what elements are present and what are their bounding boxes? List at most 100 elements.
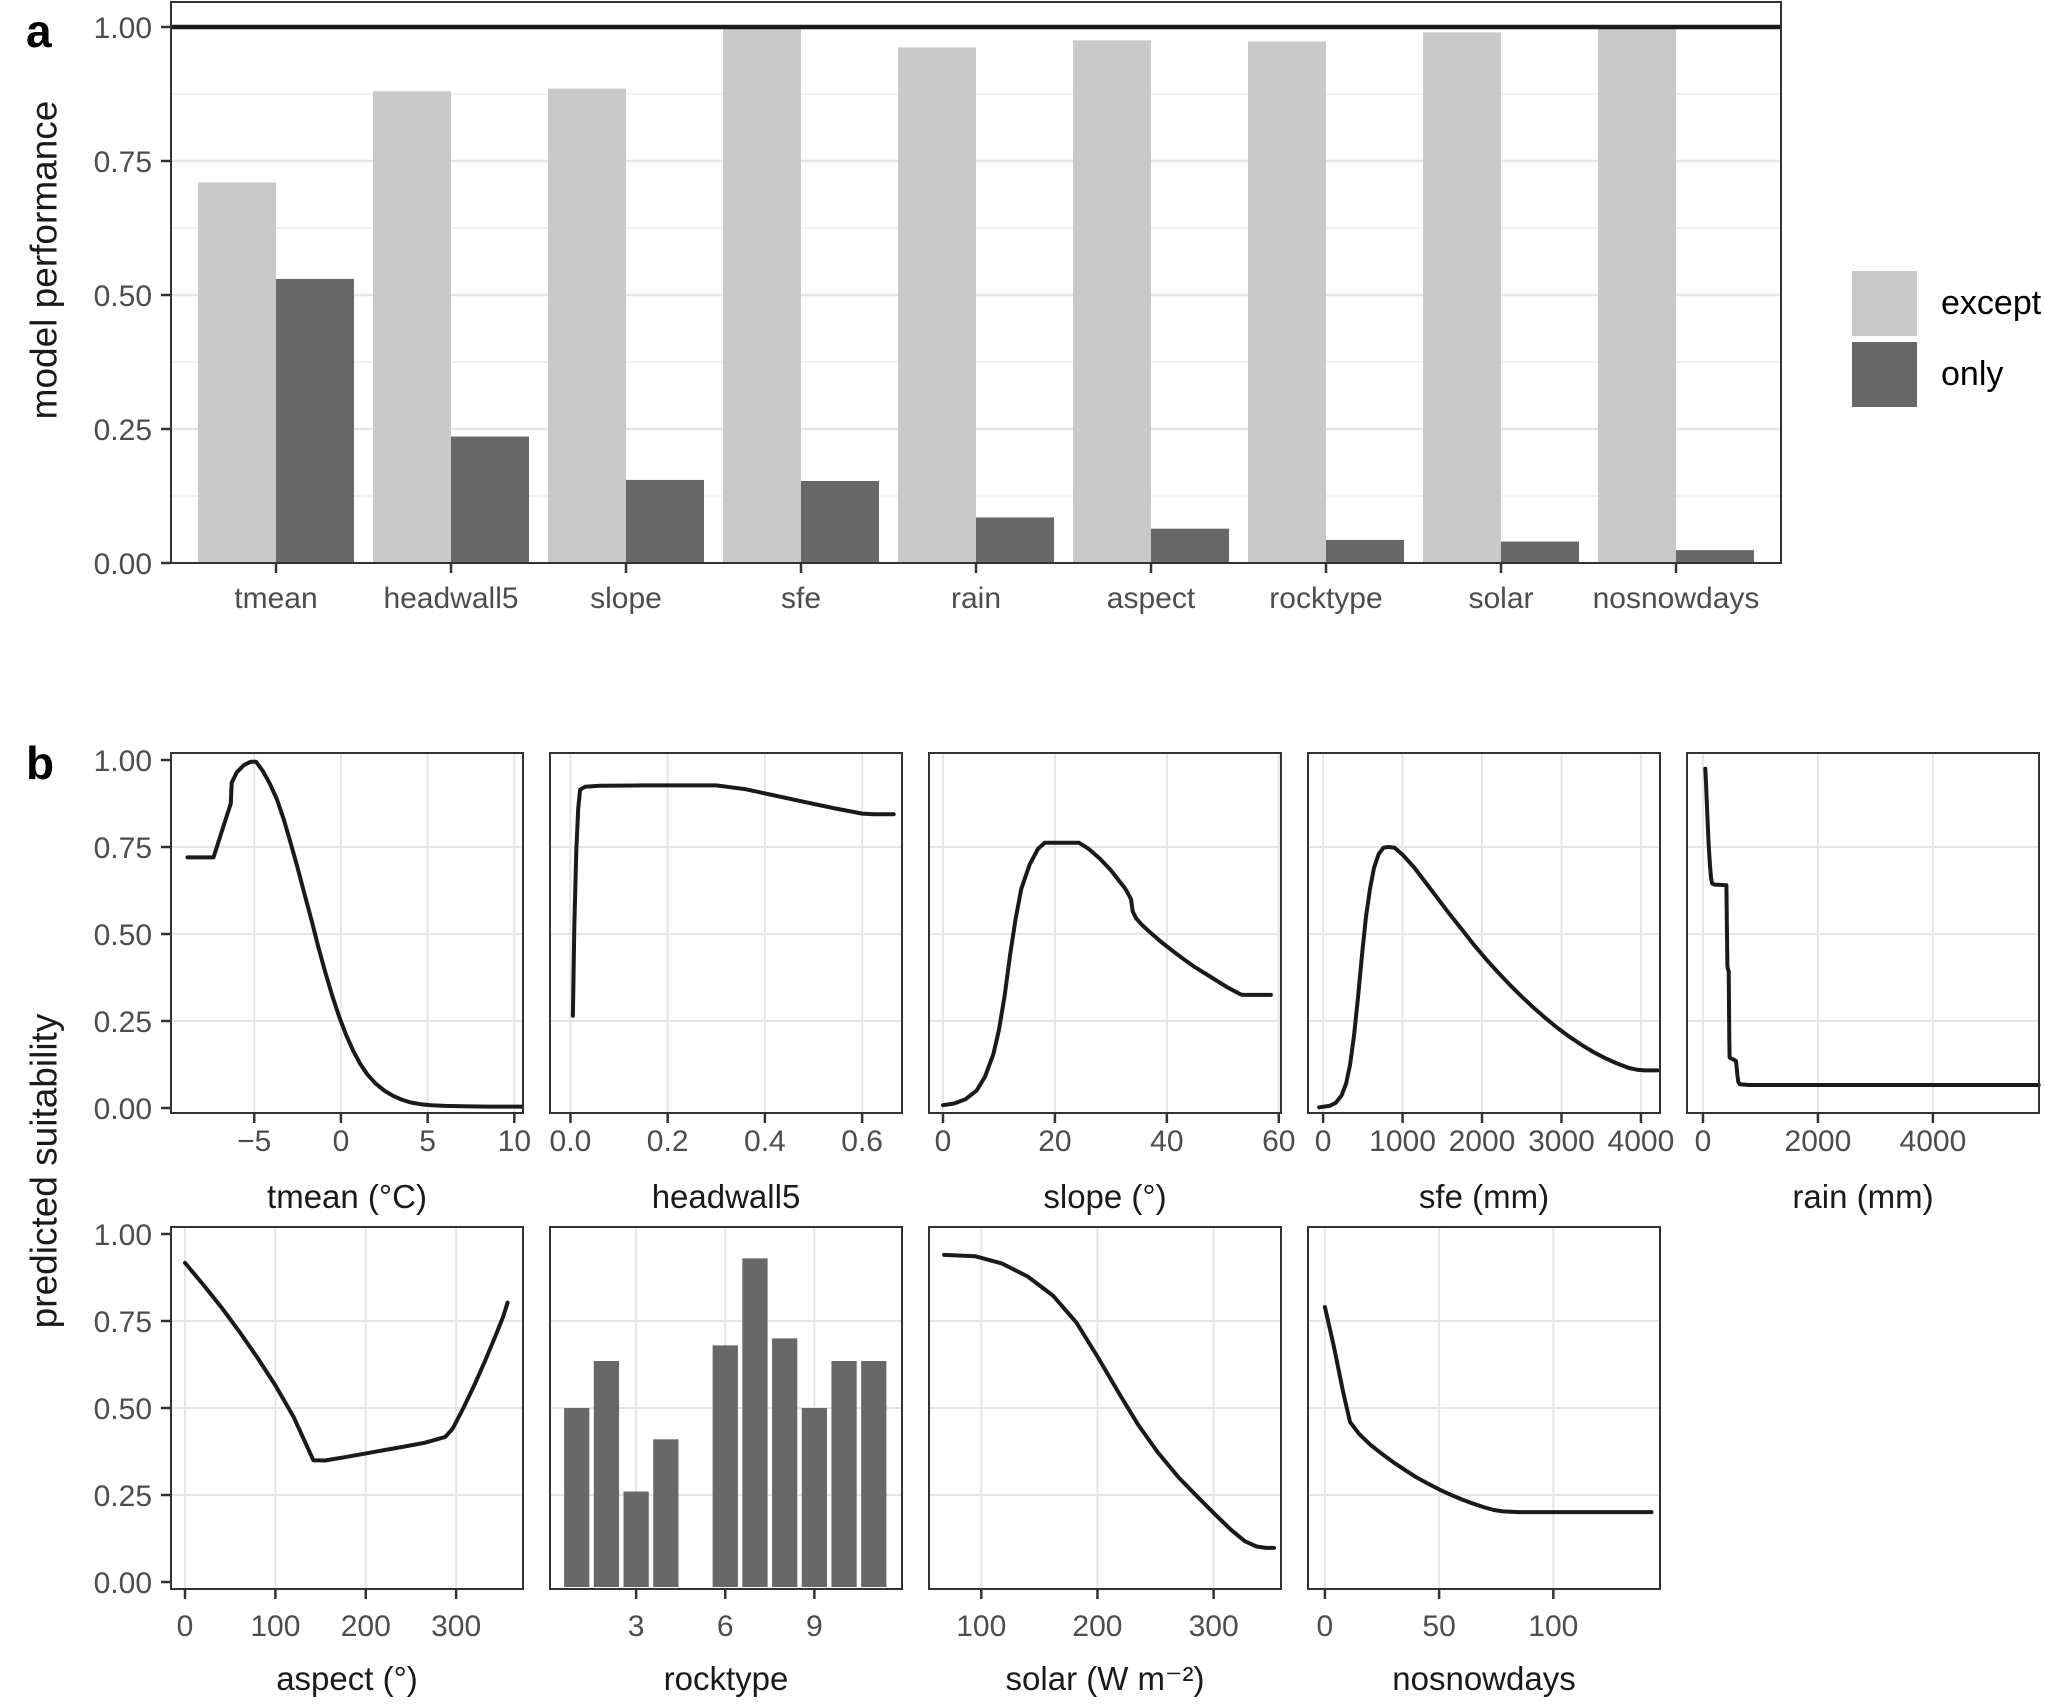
- subplot-border-headwall5: [549, 752, 903, 1114]
- bar-except-solar: [1423, 32, 1501, 564]
- svg-text:0: 0: [333, 1125, 350, 1158]
- svg-text:300: 300: [1189, 1610, 1239, 1643]
- bar-rocktype-11: [861, 1361, 887, 1587]
- svg-text:headwall5: headwall5: [383, 582, 518, 615]
- svg-text:10: 10: [498, 1125, 531, 1158]
- svg-text:20: 20: [1038, 1125, 1071, 1158]
- bar-group-aspect: [1073, 40, 1229, 563]
- curve-nosnowdays: [1322, 1305, 1654, 1515]
- svg-text:300: 300: [431, 1610, 481, 1643]
- bar-except-aspect: [1073, 40, 1151, 563]
- svg-text:aspect (°): aspect (°): [276, 1660, 418, 1697]
- subplot-border-solar: [928, 1226, 1282, 1590]
- subplot-border-rain: [1686, 752, 2040, 1114]
- only-swatch: [1852, 342, 1917, 407]
- svg-text:1.00: 1.00: [94, 12, 152, 45]
- svg-text:solar: solar: [1468, 582, 1533, 615]
- svg-text:60: 60: [1262, 1125, 1295, 1158]
- svg-text:1.00: 1.00: [94, 745, 152, 778]
- bar-except-sfe: [723, 27, 801, 563]
- svg-text:6: 6: [717, 1610, 734, 1643]
- panel-a-label: a: [26, 5, 52, 57]
- bar-only-tmean: [276, 278, 354, 563]
- panel-a-border: [170, 1, 1782, 564]
- svg-text:0: 0: [177, 1610, 194, 1643]
- bar-group-rocktype: [1248, 41, 1404, 564]
- bar-rocktype-10: [831, 1361, 857, 1587]
- subplot-rocktype: 3 6 9 rocktype: [549, 1226, 903, 1697]
- svg-text:5: 5: [419, 1125, 436, 1158]
- bar-group-slope: [548, 88, 704, 563]
- svg-text:0: 0: [1317, 1610, 1334, 1643]
- bar-rocktype-8: [772, 1338, 798, 1587]
- svg-text:0.2: 0.2: [647, 1125, 689, 1158]
- subplot-nosnowdays: 0 50 100 nosnowdays: [1307, 1226, 1661, 1697]
- svg-text:50: 50: [1422, 1610, 1455, 1643]
- legend-label-except: except: [1941, 284, 2042, 322]
- svg-text:nosnowdays: nosnowdays: [1593, 582, 1760, 615]
- curve-headwall5: [570, 783, 896, 1018]
- svg-text:nosnowdays: nosnowdays: [1392, 1660, 1575, 1697]
- subplot-border-slope: [928, 752, 1282, 1114]
- svg-text:slope: slope: [590, 582, 662, 615]
- except-swatch: [1852, 271, 1917, 336]
- subplot-slope: 0 20 40 60 slope (°): [928, 752, 1295, 1215]
- bar-group-rain: [898, 47, 1054, 564]
- subplot-rain: 0 2000 4000 rain (mm): [1686, 752, 2041, 1215]
- svg-text:9: 9: [806, 1610, 823, 1643]
- svg-text:sfe: sfe: [781, 582, 821, 615]
- svg-text:rain (mm): rain (mm): [1792, 1178, 1933, 1215]
- legend-item-except: except: [1852, 271, 2041, 336]
- svg-text:0: 0: [1695, 1125, 1712, 1158]
- svg-text:1000: 1000: [1369, 1125, 1436, 1158]
- bar-only-rain: [976, 517, 1054, 563]
- svg-text:100: 100: [956, 1610, 1006, 1643]
- svg-text:0.25: 0.25: [94, 414, 152, 447]
- svg-text:−5: −5: [237, 1125, 271, 1158]
- svg-text:headwall5: headwall5: [652, 1178, 801, 1215]
- svg-text:sfe (mm): sfe (mm): [1419, 1178, 1549, 1215]
- svg-text:200: 200: [341, 1610, 391, 1643]
- svg-text:solar (W m⁻²): solar (W m⁻²): [1006, 1660, 1205, 1697]
- svg-text:aspect: aspect: [1107, 582, 1196, 615]
- subplot-headwall5: 0.0 0.2 0.4 0.6 headwall5: [549, 752, 903, 1215]
- bar-only-sfe: [801, 480, 879, 563]
- bar-only-slope: [626, 479, 704, 563]
- panel-b-label: b: [26, 737, 55, 789]
- model-performance-bar-chart: tmean headwall5 slope sfe rain aspect rocktype…: [94, 1, 1782, 615]
- bar-rocktype-7: [742, 1258, 768, 1587]
- curve-rain: [1703, 766, 2041, 1087]
- bar-only-aspect: [1151, 528, 1229, 563]
- bar-except-tmean: [198, 182, 276, 563]
- bar-only-headwall5: [451, 436, 529, 563]
- curve-aspect: [183, 1260, 510, 1463]
- bar-except-headwall5: [373, 91, 451, 563]
- svg-text:2000: 2000: [1449, 1125, 1516, 1158]
- curve-solar: [942, 1252, 1276, 1550]
- svg-text:0.25: 0.25: [94, 1480, 152, 1513]
- legend-label-only: only: [1941, 355, 2004, 393]
- bar-rocktype-9: [801, 1408, 827, 1587]
- svg-text:slope (°): slope (°): [1043, 1178, 1166, 1215]
- svg-text:0.50: 0.50: [94, 919, 152, 952]
- bar-except-slope: [548, 88, 626, 563]
- svg-text:4000: 4000: [1608, 1125, 1675, 1158]
- bar-group-tmean: [198, 182, 354, 563]
- bar-only-solar: [1501, 541, 1579, 563]
- svg-text:0.0: 0.0: [550, 1125, 592, 1158]
- svg-text:40: 40: [1150, 1125, 1183, 1158]
- subplot-border-sfe: [1307, 752, 1661, 1114]
- subplot-solar: 100 200 300 solar (W m⁻²): [928, 1226, 1282, 1697]
- bar-except-rocktype: [1248, 41, 1326, 564]
- svg-text:rocktype: rocktype: [664, 1660, 789, 1697]
- curve-slope: [941, 840, 1273, 1108]
- svg-text:0.75: 0.75: [94, 146, 152, 179]
- bar-group-sfe: [723, 27, 879, 563]
- svg-text:tmean (°C): tmean (°C): [267, 1178, 427, 1215]
- subplot-tmean: −5 0 5 10 0.00 0.25 0.50 0.75 1.00 tmean (°C): [94, 745, 531, 1215]
- bar-only-rocktype: [1326, 539, 1404, 563]
- svg-text:rocktype: rocktype: [1269, 582, 1382, 615]
- svg-text:rain: rain: [951, 582, 1001, 615]
